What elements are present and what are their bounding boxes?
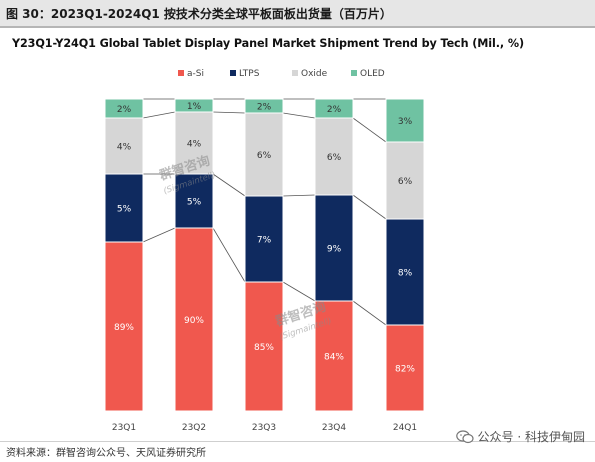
connector-line [212, 227, 246, 283]
bar-segment-oxide-23q4 [314, 117, 354, 196]
figure-header: 图 30：2023Q1-2024Q1 按技术分类全球平板面板出货量（百万片） [0, 0, 595, 28]
bar-segment-oled-23q3 [244, 98, 284, 114]
source-note: 资料来源：群智咨询公众号、天风证券研究所 [6, 448, 206, 459]
connector-line [282, 281, 316, 302]
footer-divider [0, 441, 595, 442]
wechat-account: 公众号 · 科技伊甸园 [455, 428, 585, 445]
connector-line [142, 227, 176, 243]
x-tick-label-23q2: 23Q2 [182, 423, 206, 433]
connector-line [142, 111, 176, 119]
bar-segment-a-si-23q2 [174, 227, 214, 412]
data-label-oxide-23q1: 4% [117, 143, 132, 153]
data-label-ltps-23q1: 5% [117, 205, 132, 215]
bar-segment-oled-23q4 [314, 98, 354, 119]
connector-lines [142, 98, 387, 326]
legend-swatch-oxide [292, 70, 298, 76]
data-label-ltps-23q3: 7% [257, 236, 272, 246]
data-label-oled-23q2: 1% [187, 102, 202, 112]
data-label-oxide-24q1: 6% [398, 177, 413, 187]
bar-segment-a-si-24q1 [385, 324, 425, 412]
bar-segment-oled-23q2 [174, 98, 214, 113]
bar-segment-ltps-23q4 [314, 194, 354, 302]
bar-segment-oxide-23q1 [104, 117, 144, 175]
connector-line [212, 111, 246, 114]
connector-line [352, 300, 387, 326]
data-label-oled-24q1: 3% [398, 117, 413, 127]
data-label-a-si-24q1: 82% [395, 365, 415, 375]
connector-line [282, 194, 316, 197]
x-tick-label-23q3: 23Q3 [252, 423, 276, 433]
bar-segment-oxide-23q2 [174, 111, 214, 175]
x-tick-label-23q1: 23Q1 [112, 423, 136, 433]
data-label-oled-23q4: 2% [327, 105, 342, 115]
bar-segment-oled-24q1 [385, 98, 425, 143]
connector-line [352, 117, 387, 143]
bar-segment-a-si-23q1 [104, 241, 144, 412]
legend-label-oled: OLED [360, 69, 385, 79]
connector-line [282, 112, 316, 119]
bar-segment-oled-23q1 [104, 98, 144, 119]
chart-legend: a-Si LTPS Oxide OLED [178, 69, 385, 79]
bar-segment-ltps-23q1 [104, 173, 144, 243]
legend-swatch-ltps [230, 70, 236, 76]
data-label-oled-23q3: 2% [257, 103, 272, 113]
data-label-oxide-23q4: 6% [327, 153, 342, 163]
bar-segment-oxide-23q3 [244, 112, 284, 197]
data-label-ltps-23q4: 9% [327, 245, 342, 255]
legend-label-ltps: LTPS [239, 69, 260, 79]
data-label-oxide-23q3: 6% [257, 151, 272, 161]
legend-label-a-si: a-Si [187, 69, 204, 79]
wechat-icon [455, 429, 474, 443]
x-tick-label-23q4: 23Q4 [322, 423, 347, 433]
data-label-ltps-24q1: 8% [398, 269, 413, 279]
data-label-oled-23q1: 2% [117, 105, 132, 115]
chart-title: Y23Q1-Y24Q1 Global Tablet Display Panel … [12, 37, 524, 50]
bar-segment-oxide-24q1 [385, 141, 425, 220]
bar-series: 89% 5% 4% 2% 90% 5% 4% 1% 85% 7% 6% 2% 84% 9% 6% 2% 82% 8… [104, 98, 425, 412]
data-label-a-si-23q4: 84% [324, 353, 344, 363]
bar-segment-ltps-23q3 [244, 195, 284, 283]
connector-line [352, 194, 387, 220]
legend-swatch-a-si [178, 70, 184, 76]
data-label-oxide-23q2: 4% [187, 140, 202, 150]
data-label-a-si-23q1: 89% [114, 323, 134, 333]
bar-segment-a-si-23q3 [244, 281, 284, 412]
data-label-a-si-23q2: 90% [184, 316, 204, 326]
x-axis-ticks: 23Q1 23Q2 23Q3 23Q4 24Q1 [112, 423, 417, 433]
connector-line [212, 173, 246, 197]
wechat-account-name: 公众号 · 科技伊甸园 [477, 430, 585, 444]
x-tick-label-24q1: 24Q1 [393, 423, 417, 433]
figure-label: 图 30：2023Q1-2024Q1 按技术分类全球平板面板出货量（百万片） [6, 7, 392, 21]
legend-label-oxide: Oxide [301, 69, 328, 79]
data-label-a-si-23q3: 85% [254, 343, 274, 353]
legend-swatch-oled [351, 70, 357, 76]
data-label-ltps-23q2: 5% [187, 198, 202, 208]
